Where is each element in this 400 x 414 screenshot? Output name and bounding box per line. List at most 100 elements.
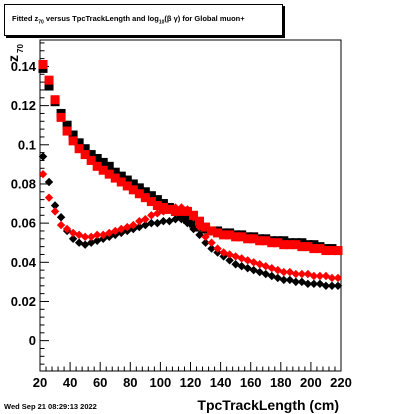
square-point [98, 157, 108, 167]
square-point [116, 177, 126, 187]
square-point [291, 240, 301, 250]
x-tick-label: 120 [180, 375, 202, 390]
chart-title: Fitted z70 versus TpcTrackLength and log… [12, 14, 245, 26]
square-point [140, 193, 150, 203]
square-point [201, 222, 211, 232]
square-point [68, 130, 78, 140]
square-point [50, 95, 60, 105]
diamond-point [86, 232, 96, 242]
diamond-point [225, 256, 234, 265]
x-tick-label: 40 [63, 375, 77, 390]
square-point [74, 138, 84, 148]
square-point [231, 232, 241, 242]
square-point [146, 191, 156, 201]
diamond-point [38, 152, 48, 161]
diamond-point [171, 215, 180, 224]
square-point [219, 230, 229, 240]
x-tick-label: 180 [270, 375, 292, 390]
diamond-point [44, 193, 54, 202]
square-point [134, 183, 144, 193]
series-3 [38, 169, 343, 283]
square-point [267, 238, 277, 248]
diamond-point [327, 281, 337, 291]
square-point [327, 246, 337, 256]
diamond-point [62, 224, 72, 234]
diamond-point [56, 213, 66, 222]
square-point [309, 244, 319, 254]
square-point [140, 187, 150, 197]
square-point [128, 185, 138, 195]
diamond-point [74, 230, 84, 240]
x-tick-label: 140 [210, 375, 232, 390]
plot-frame [39, 39, 342, 372]
square-point [237, 232, 247, 242]
square-point [92, 153, 102, 163]
diamond-point [80, 240, 90, 249]
diamond-point [333, 281, 343, 291]
square-point [249, 234, 259, 244]
square-point [86, 155, 96, 165]
diamond-point [50, 201, 60, 210]
x-tick-label: 20 [33, 375, 47, 390]
diamond-point [147, 218, 156, 228]
square-point [62, 126, 72, 136]
x-tick-label: 100 [150, 375, 172, 390]
diamond-point [80, 232, 90, 242]
square-point [128, 179, 138, 189]
diamond-point [56, 220, 66, 230]
y-axis-title-sub: 70 [16, 44, 25, 53]
y-tick-label: 0.14 [11, 59, 37, 74]
square-point [213, 228, 223, 238]
diamond-point [141, 215, 150, 224]
square-point [92, 161, 102, 171]
y-tick-label: 0.02 [11, 294, 36, 309]
diamond-point [207, 238, 216, 247]
square-point [86, 150, 96, 160]
square-point [62, 120, 72, 130]
diamond-point [177, 203, 186, 212]
diamond-point [195, 230, 204, 240]
square-point [152, 201, 162, 210]
square-point [80, 150, 90, 160]
diamond-point [189, 213, 198, 222]
diamond-point [117, 224, 126, 234]
square-point [122, 175, 132, 185]
data-points [38, 59, 343, 291]
diamond-point [68, 234, 78, 243]
diamond-point [183, 205, 192, 214]
y-tick-label: 0.04 [11, 255, 37, 270]
diamond-point [291, 269, 301, 279]
diamond-point [92, 230, 102, 240]
square-point [104, 161, 114, 171]
diamond-point [309, 279, 319, 289]
square-point [38, 59, 48, 69]
square-point [303, 242, 313, 252]
diamond-point [171, 203, 180, 212]
diamond-point [279, 267, 289, 277]
diamond-point [303, 279, 313, 289]
square-point [315, 244, 325, 254]
square-point [104, 169, 114, 179]
diamond-point [201, 238, 210, 247]
y-axis-title-main: z [5, 55, 21, 62]
diamond-point [165, 216, 174, 226]
y-tick-label: 0.06 [11, 216, 36, 231]
square-point [321, 246, 331, 256]
square-point [189, 218, 199, 228]
series-0 [38, 63, 343, 256]
diamond-point [207, 244, 216, 253]
diamond-point [333, 273, 343, 283]
square-point [74, 144, 84, 154]
square-point [98, 165, 108, 175]
diamond-point [74, 238, 84, 247]
square-point [110, 167, 120, 177]
chart-title-box: Fitted z70 versus TpcTrackLength and log… [4, 4, 283, 36]
square-point [134, 189, 144, 199]
diamond-point [50, 207, 60, 216]
y-tick-label: 0 [29, 333, 36, 348]
x-tick-label: 220 [330, 375, 352, 390]
square-point [195, 216, 205, 226]
square-point [261, 236, 271, 246]
diamond-point [38, 169, 48, 179]
